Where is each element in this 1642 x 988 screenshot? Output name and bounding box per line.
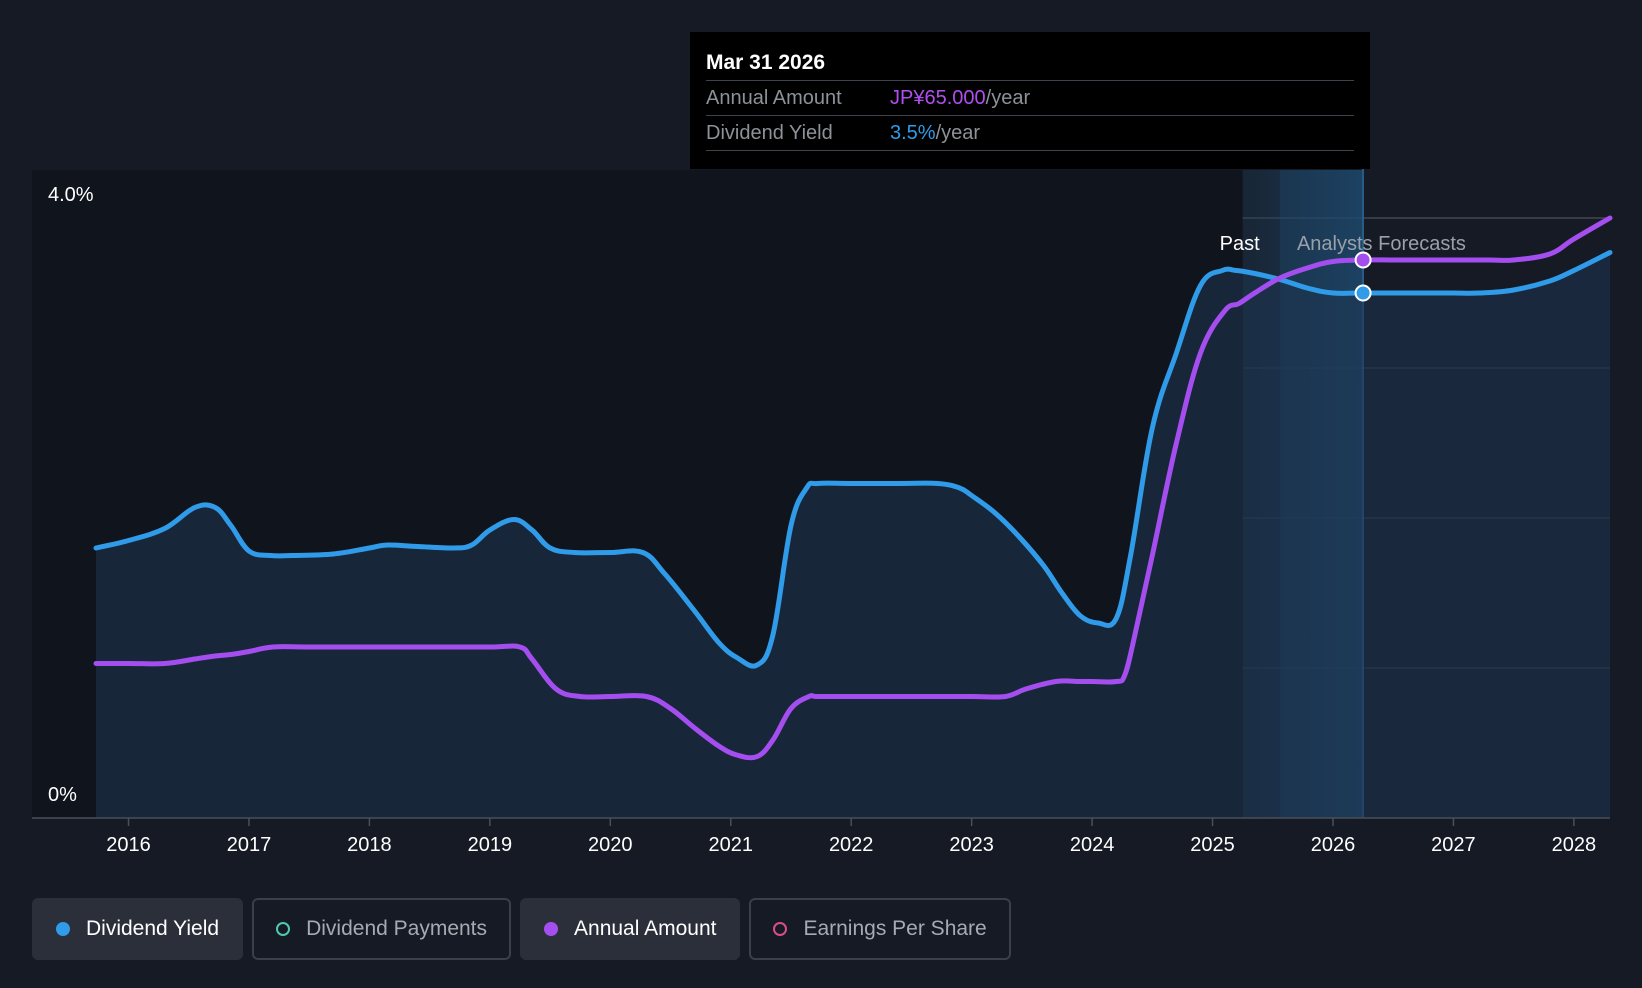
legend-annual-amount-button[interactable]: Annual Amount [520, 898, 741, 960]
tooltip-annual-amount-unit: /year [985, 87, 1031, 109]
legend-annual-amount-label: Annual Amount [574, 917, 717, 940]
dividend-payments-ring-icon [276, 922, 291, 936]
tooltip-dividend-yield-label: Dividend Yield [706, 122, 833, 144]
x-tick-label: 2028 [1552, 834, 1597, 856]
past-label: Past [1220, 233, 1260, 255]
tooltip-row-annual-amount: Annual Amount JP¥65.000/year [706, 80, 1354, 115]
legend-dividend-yield-label: Dividend Yield [86, 917, 220, 940]
x-tick-label: 2020 [588, 834, 633, 856]
x-tick-label: 2025 [1190, 834, 1235, 856]
annual-amount-dot-icon [544, 922, 559, 936]
forecast-label: Analysts Forecasts [1297, 233, 1466, 255]
x-tick-label: 2023 [949, 834, 994, 856]
x-tick-label: 2027 [1431, 834, 1476, 856]
legend-dividend-yield-button[interactable]: Dividend Yield [32, 898, 244, 960]
legend-earnings-per-share-label: Earnings Per Share [803, 917, 987, 940]
dividend-yield-marker [1354, 284, 1372, 302]
tooltip-dividend-yield-unit: /year [935, 122, 981, 144]
x-tick-label: 2018 [347, 834, 392, 856]
tooltip-annual-amount-value: JP¥65.000 [890, 87, 986, 109]
legend-dividend-payments-label: Dividend Payments [306, 917, 488, 940]
dividend-yield-line [93, 250, 1613, 669]
x-tick-label: 2016 [106, 834, 151, 856]
chart-tooltip: Mar 31 2026 Annual Amount JP¥65.000/year… [690, 32, 1370, 169]
chart-legend: Dividend Yield Dividend Payments Annual … [32, 898, 1011, 960]
y-label-bottom: 0% [48, 784, 77, 806]
x-tick-label: 2022 [829, 834, 874, 856]
dividend-yield-dot-icon [56, 922, 70, 936]
dividend-yield-area [96, 252, 1610, 818]
x-tick-label: 2024 [1070, 834, 1115, 856]
annual-amount-line [93, 215, 1613, 761]
x-tick-label: 2026 [1311, 834, 1356, 856]
tooltip-date: Mar 31 2026 [706, 51, 826, 74]
x-tick-label: 2021 [708, 834, 753, 856]
tooltip-row-dividend-yield: Dividend Yield 3.5%/year [706, 115, 1354, 151]
earnings-per-share-ring-icon [773, 922, 788, 936]
x-tick-label: 2019 [468, 834, 513, 856]
y-label-top: 4.0% [48, 184, 94, 206]
tooltip-annual-amount-label: Annual Amount [706, 87, 842, 109]
legend-earnings-per-share-button[interactable]: Earnings Per Share [749, 898, 1011, 960]
annual-amount-marker [1354, 251, 1372, 269]
tooltip-dividend-yield-value: 3.5% [890, 122, 936, 144]
x-tick-label: 2017 [227, 834, 272, 856]
legend-dividend-payments-button[interactable]: Dividend Payments [252, 898, 512, 960]
